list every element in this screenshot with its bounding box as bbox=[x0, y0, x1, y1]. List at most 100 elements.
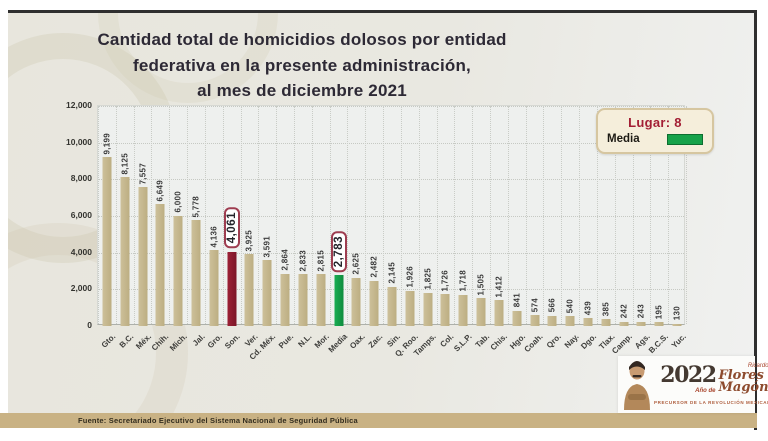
gridline-vertical bbox=[98, 106, 99, 324]
bar-value-label: 4,136 bbox=[209, 225, 219, 248]
ricardo-flores-magon-portrait-icon bbox=[624, 361, 650, 410]
bar-slot: 1,412 Chis. bbox=[489, 106, 509, 353]
bar bbox=[583, 317, 593, 326]
chart-title: Cantidad total de homicidios dolosos por… bbox=[97, 30, 507, 100]
bar bbox=[423, 292, 433, 326]
gridline-vertical bbox=[383, 106, 385, 324]
gridline-vertical bbox=[614, 106, 616, 324]
chart-legend: Lugar: 8 Media bbox=[596, 108, 714, 154]
gridline-vertical bbox=[329, 106, 331, 324]
gridline-vertical bbox=[490, 106, 491, 324]
window-top-border bbox=[8, 10, 756, 13]
bar-value-label: 6,649 bbox=[155, 179, 165, 202]
bar-value-label: 385 bbox=[601, 301, 611, 316]
bar bbox=[244, 254, 254, 326]
bar-value-label: 2,864 bbox=[280, 248, 290, 271]
bar-slot: 195 B.C.S. bbox=[647, 106, 670, 355]
bar-value-label: 566 bbox=[547, 298, 557, 313]
gridline-vertical bbox=[365, 106, 367, 324]
bar-value-label: 841 bbox=[512, 293, 522, 308]
logo-ricardo: Ricardo bbox=[747, 363, 768, 369]
gridline-vertical bbox=[204, 106, 206, 324]
legend-media-row: Media bbox=[607, 133, 703, 145]
bar-slot: 2,783 Media bbox=[326, 106, 349, 354]
bar bbox=[619, 321, 629, 326]
bar-slot: 2,145 Sin. bbox=[383, 106, 403, 349]
bar-slot: 574 Coah. bbox=[523, 106, 545, 354]
bar-slot: 1,825 Tamps. bbox=[412, 106, 438, 358]
gridline-horizontal bbox=[98, 216, 684, 217]
bar-slot: 540 Nay. bbox=[561, 106, 581, 350]
bar-value-label: 3,925 bbox=[244, 229, 254, 252]
bar-slot: 1,726 Col. bbox=[437, 106, 456, 349]
bar-slot: 841 Hgo. bbox=[508, 106, 527, 351]
bar bbox=[440, 294, 450, 326]
bar bbox=[120, 177, 130, 326]
bar bbox=[405, 290, 415, 326]
bar bbox=[565, 316, 575, 326]
gridline-vertical bbox=[436, 106, 438, 324]
bar-value-label: 1,926 bbox=[405, 266, 415, 288]
bar bbox=[298, 274, 308, 326]
gridline-vertical bbox=[240, 106, 242, 324]
bar bbox=[155, 204, 165, 326]
gridline-vertical bbox=[650, 106, 652, 324]
logo-magon: Magón bbox=[718, 380, 768, 396]
bar-slot: 7,557 Méx. bbox=[134, 106, 153, 351]
gridline-vertical bbox=[169, 106, 171, 324]
bar bbox=[601, 318, 611, 326]
logo-ano-de: Año de bbox=[695, 388, 716, 394]
bar bbox=[494, 300, 504, 326]
bar bbox=[262, 260, 272, 326]
gridline-vertical bbox=[347, 106, 349, 324]
gridline-vertical bbox=[561, 106, 563, 324]
bar-slot: 3,925 Ver. bbox=[241, 106, 259, 349]
bar-value-label: 1,726 bbox=[440, 269, 450, 292]
source-text: Fuente: Secretariado Ejecutivo del Siste… bbox=[78, 416, 358, 425]
bar-slot: 2,833 N.L. bbox=[294, 106, 313, 350]
bar bbox=[654, 322, 664, 326]
y-axis-tick-label: 0 bbox=[87, 320, 92, 330]
bar-slot: 243 Ags. bbox=[633, 106, 652, 350]
bar-value-label: 574 bbox=[530, 298, 540, 313]
y-axis-tick-label: 4,000 bbox=[70, 246, 92, 257]
bar-value-label: 242 bbox=[619, 304, 629, 319]
bar-value-label: 9,199 bbox=[102, 132, 112, 155]
legend-lugar-label: Lugar: 8 bbox=[628, 115, 682, 130]
logo-text: 2022 Año de Ricardo Flores Magón PRECURS… bbox=[654, 358, 768, 405]
gridline-vertical bbox=[258, 106, 260, 324]
gridline-vertical bbox=[115, 106, 117, 324]
y-axis-tick-label: 8,000 bbox=[70, 173, 92, 184]
logo-flores: Flores bbox=[718, 367, 764, 383]
gridline-vertical bbox=[151, 106, 153, 324]
gridline-vertical bbox=[472, 106, 474, 324]
bar-slot: 1,926 Q. Roo. bbox=[394, 106, 420, 358]
bar-slot: 4,061 Son. bbox=[223, 106, 242, 351]
gridline-vertical bbox=[454, 106, 456, 324]
gridline-vertical bbox=[686, 106, 687, 324]
gridline-vertical bbox=[507, 106, 509, 324]
bar-media bbox=[334, 274, 344, 326]
gridline-horizontal bbox=[98, 252, 684, 254]
gridline-vertical bbox=[668, 106, 670, 324]
gridline-vertical bbox=[311, 106, 313, 324]
bar-value-label: 2,815 bbox=[316, 249, 326, 272]
gridline-vertical bbox=[596, 106, 598, 324]
bar-value-label: 540 bbox=[565, 298, 575, 314]
bar-value-label: 8,125 bbox=[120, 152, 130, 175]
y-axis-tick-label: 2,000 bbox=[70, 283, 92, 294]
gridline-vertical bbox=[294, 106, 295, 324]
source-bar: Fuente: Secretariado Ejecutivo del Siste… bbox=[0, 413, 757, 428]
bar bbox=[280, 273, 290, 326]
bar bbox=[458, 294, 468, 326]
bar bbox=[102, 157, 112, 326]
bar-slot: 385 Tlax. bbox=[597, 106, 616, 352]
bar-value-label: 3,591 bbox=[262, 235, 272, 258]
bar-value-label: 130 bbox=[672, 306, 682, 321]
bar bbox=[138, 187, 148, 326]
bar-value-label: 2,482 bbox=[369, 255, 379, 278]
logo-caption: PRECURSOR DE LA REVOLUCIÓN MEXICANA bbox=[654, 400, 768, 406]
bar-slot: 9,199 Gto. bbox=[98, 106, 118, 350]
gridline-vertical bbox=[525, 106, 527, 324]
bar-value-label: 5,778 bbox=[191, 195, 201, 218]
